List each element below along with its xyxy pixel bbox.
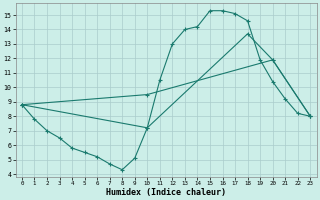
X-axis label: Humidex (Indice chaleur): Humidex (Indice chaleur) [106,188,226,197]
